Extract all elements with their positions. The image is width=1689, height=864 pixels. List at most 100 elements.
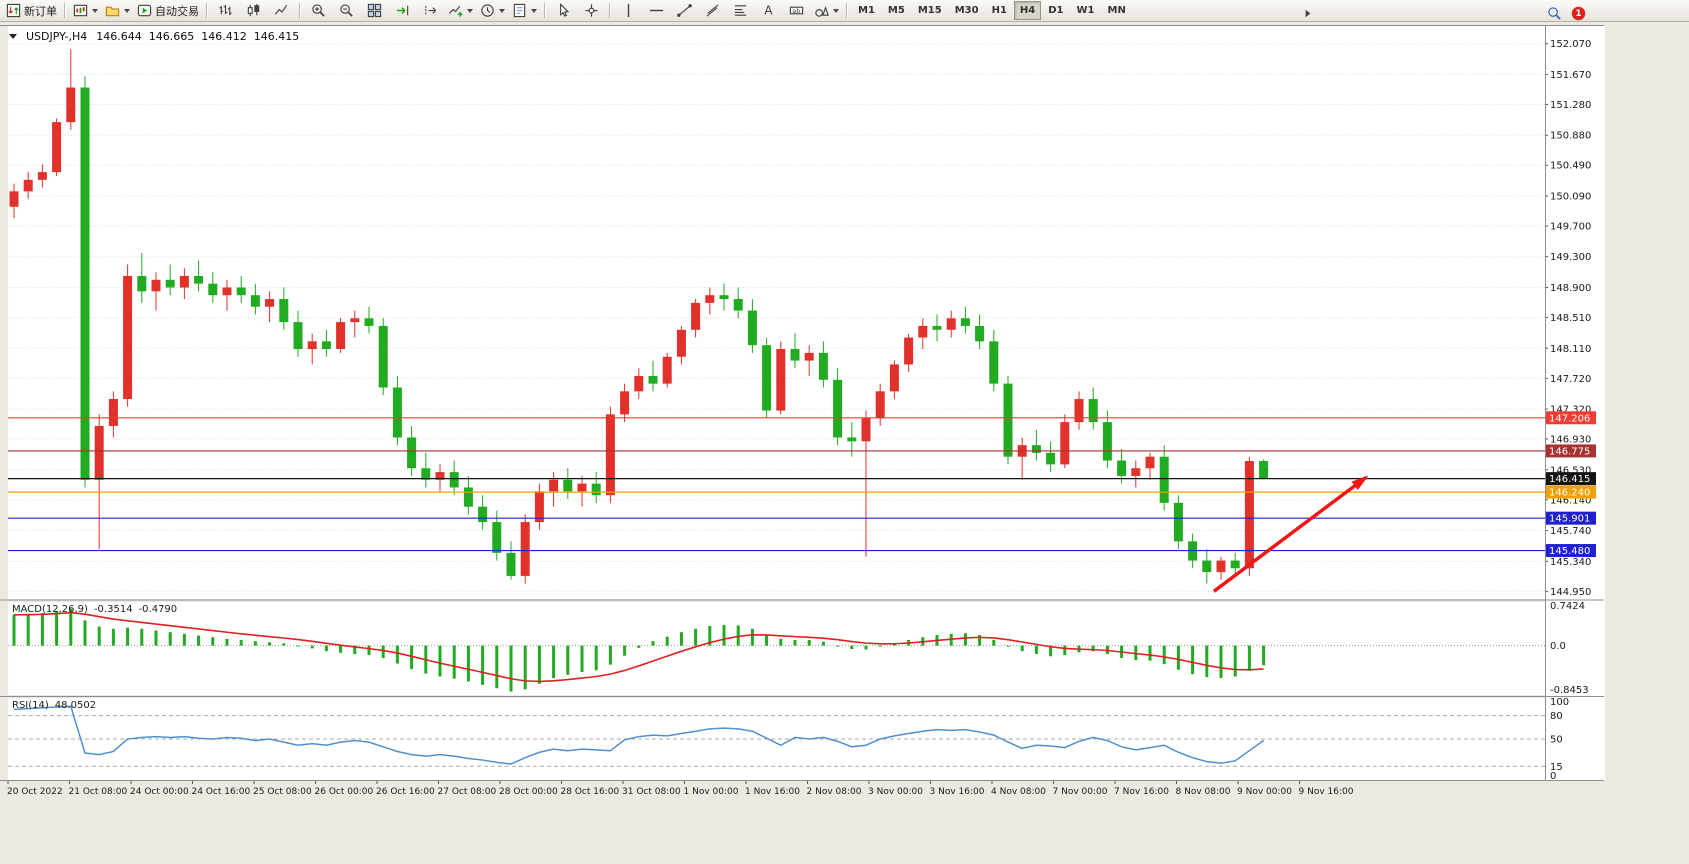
timeframe-button-MN[interactable]: MN [1107,5,1126,16]
price-chart[interactable]: 152.070151.670151.280150.880150.490150.0… [0,23,1689,864]
templates-button[interactable] [509,0,540,21]
cursor-button[interactable] [550,0,577,21]
vertical-line-button[interactable] [615,0,642,21]
dropdown-arrow-icon[interactable] [467,8,473,13]
line-chart-icon [274,3,289,18]
profiles-button[interactable] [102,0,133,21]
auto-trading-button[interactable]: 自动交易 [134,0,202,21]
symbol-dropdown-icon[interactable] [9,34,17,39]
timeframe-button-M5[interactable]: M5 [887,5,905,16]
macd-indicator-label: MACD(12,26,9) -0.3514 -0.4790 [12,604,177,615]
chart-shift-button[interactable] [417,0,444,21]
svg-text:100: 100 [1550,697,1569,708]
trendline-icon [677,3,692,18]
bar-chart-icon [218,3,233,18]
svg-text:149.700: 149.700 [1550,221,1591,232]
zoom-out-button[interactable] [333,0,360,21]
new-order-button[interactable]: 新订单 [3,0,60,21]
macd-signal-value: -0.4790 [138,604,178,615]
time-axis-label: 24 Oct 16:00 [192,787,251,797]
zoom-in-icon [311,3,326,18]
time-axis-label: 7 Nov 16:00 [1114,787,1169,797]
time-axis[interactable]: 20 Oct 2022 21 Oct 08:00 24 Oct 00:00 24 Oc… [7,781,1354,797]
dropdown-arrow-icon[interactable] [833,8,839,13]
indicators-icon [448,3,463,18]
periods-button[interactable] [477,0,508,21]
zoom-out-icon [339,3,354,18]
bar-close-value: 146.415 [253,30,300,43]
time-axis-label: 9 Nov 16:00 [1299,787,1354,797]
arrows-button[interactable] [811,0,842,21]
notifications-badge[interactable]: 1 [1572,7,1585,20]
hline-icon [649,3,664,18]
time-axis-label: 2 Nov 08:00 [807,787,862,797]
timeframe-button-H4[interactable]: H4 [1013,1,1042,20]
svg-text:80: 80 [1550,711,1563,722]
dropdown-arrow-icon[interactable] [92,8,98,13]
panel-borders [0,25,1604,781]
time-axis-label: 28 Oct 16:00 [561,787,620,797]
rsi-indicator-label: RSI(14) 48.0502 [12,700,96,711]
new-order-icon [6,3,21,18]
trendline-button[interactable] [671,0,698,21]
dropdown-arrow-icon[interactable] [124,8,130,13]
time-axis-label: 21 Oct 08:00 [69,787,128,797]
dropdown-arrow-icon[interactable] [531,8,537,13]
timeframe-button-W1[interactable]: W1 [1076,5,1095,16]
horizontal-lines[interactable]: 147.206 146.775 146.415 146.240 145.901 145.4… [8,411,1596,558]
auto-scroll-icon [395,3,410,18]
svg-text:145.340: 145.340 [1550,557,1591,568]
price-tag: 146.775 [1549,446,1590,457]
timeframe-button-M30[interactable]: M30 [954,5,979,16]
candlestick-chart-button[interactable] [240,0,267,21]
svg-text:0: 0 [1550,771,1556,782]
svg-text:147.320: 147.320 [1550,405,1591,416]
timeframe-button-D1[interactable]: D1 [1048,5,1064,16]
toolbar-separator [544,3,546,18]
price-tag: 146.415 [1549,474,1590,485]
timeframe-button-H1[interactable]: H1 [991,5,1007,16]
toolbar-overflow-button[interactable] [1294,3,1321,24]
toolbar-separator [206,3,208,18]
text-icon: A [761,3,776,18]
time-axis-label: 1 Nov 00:00 [684,787,739,797]
auto-scroll-button[interactable] [389,0,416,21]
time-axis-label: 24 Oct 00:00 [130,787,189,797]
svg-text:151.280: 151.280 [1550,100,1591,111]
line-chart-button[interactable] [268,0,295,21]
indicators-button[interactable] [445,0,476,21]
periods-icon [480,3,495,18]
svg-text:ab: ab [792,7,800,15]
text-label-button[interactable]: ab [783,0,810,21]
templates-icon [512,3,527,18]
trend-arrow[interactable] [1212,475,1369,593]
toolbar-separator [299,3,301,18]
svg-text:152.070: 152.070 [1550,39,1591,50]
bar-open-value: 146.644 [96,30,142,43]
equidistant-channel-button[interactable] [699,0,726,21]
price-tag: 145.901 [1549,514,1590,525]
price-scale[interactable]: 152.070 151.670 151.280 150.880 150.490 150.0… [1545,39,1591,598]
time-axis-label: 3 Nov 00:00 [868,787,923,797]
search-button[interactable] [1541,3,1568,24]
tile-windows-button[interactable] [361,0,388,21]
zoom-in-button[interactable] [305,0,332,21]
fibonacci-button[interactable] [727,0,754,21]
crosshair-button[interactable] [578,0,605,21]
svg-text:146.930: 146.930 [1550,435,1591,446]
svg-text:151.670: 151.670 [1550,70,1591,81]
horizontal-line-button[interactable] [643,0,670,21]
cursor-icon [556,3,571,18]
svg-text:A: A [764,4,773,18]
timeframe-button-M15[interactable]: M15 [917,5,942,16]
text-button[interactable]: A [755,0,782,21]
dropdown-arrow-icon[interactable] [499,8,505,13]
bar-chart-button[interactable] [212,0,239,21]
time-axis-label: 20 Oct 2022 [7,787,63,797]
new-order-button-label: 新订单 [24,4,57,18]
time-axis-label: 27 Oct 08:00 [438,787,497,797]
timeframe-button-M1[interactable]: M1 [858,5,875,16]
new-chart-button[interactable] [70,0,101,21]
macd-pane: 0.7424 0.0 -0.8453 [8,601,1589,696]
